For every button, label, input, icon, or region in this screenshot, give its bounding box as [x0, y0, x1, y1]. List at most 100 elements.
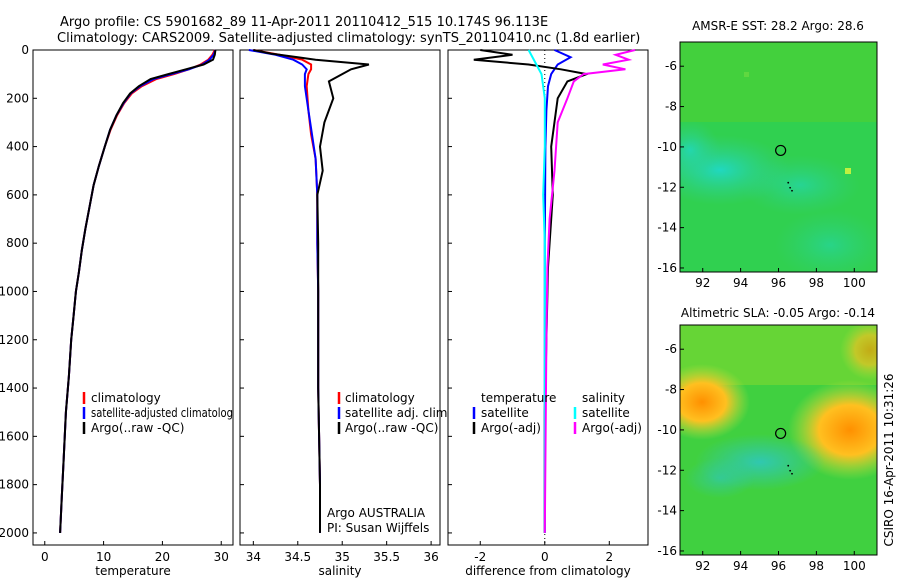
legend-label-argo: Argo(..raw -QC) [345, 421, 438, 435]
salinity-ticks: 34 34.5 35 35.5 36 [240, 49, 439, 564]
map-x-tick-label: 98 [809, 559, 824, 573]
map-x-tick-label: 100 [843, 559, 866, 573]
difference-series [473, 49, 636, 533]
y-tick-label: 200 [6, 91, 29, 105]
legend-label-climatology: climatology [345, 391, 415, 405]
map-x-tick-label: 92 [695, 559, 710, 573]
map-y-tick-label: -14 [657, 504, 677, 518]
map-y-tick-label: -6 [665, 59, 677, 73]
salinity-series [248, 49, 370, 533]
difference-xlabel: difference from climatology [465, 564, 631, 578]
temperature-axes-box [32, 49, 234, 546]
legend-label-temp-argo: Argo(-adj) [481, 421, 541, 435]
map-x-tick-label: 94 [733, 559, 748, 573]
map-y-tick-label: -12 [657, 180, 677, 194]
sst-map-image [680, 42, 877, 272]
temperature-series [59, 49, 217, 533]
x-tick-label: 35 [335, 550, 350, 564]
sst-map-title: AMSR-E SST: 28.2 Argo: 28.6 [692, 19, 864, 33]
y-tick-label: 1400 [0, 381, 29, 395]
sla-map-ticks: 92 94 96 98 100 -6 -8 -10 -12 -14 -16 [657, 342, 865, 573]
temperature-xlabel: temperature [95, 564, 170, 578]
float-track-point [789, 469, 792, 472]
float-track-point [787, 181, 790, 184]
map-x-tick-label: 94 [733, 276, 748, 290]
legend-label-satellite: satellite adj. clim. [345, 406, 451, 420]
sla-map-title: Altimetric SLA: -0.05 Argo: -0.14 [681, 306, 875, 320]
map-y-tick-label: -10 [657, 423, 677, 437]
y-tick-label: 1000 [0, 284, 29, 298]
sst-map-marks [775, 144, 793, 192]
sst-map-panel: AMSR-E SST: 28.2 Argo: 28.6 92 94 96 98 100 -… [657, 19, 878, 290]
annotation-argo-australia: Argo AUSTRALIA [327, 506, 426, 520]
legend-heading-temperature: temperature [481, 391, 556, 405]
sla-map-image [680, 325, 877, 555]
y-tick-label: 1600 [0, 429, 29, 443]
legend-label-sal-argo: Argo(-adj) [582, 421, 642, 435]
temperature-panel: 0 10 20 30 0 200 400 600 800 1000 1200 1400 1600 1800… [0, 43, 234, 578]
map-y-tick-label: -6 [665, 342, 677, 356]
x-tick-label: 36 [423, 550, 438, 564]
y-tick-label: 1200 [0, 333, 29, 347]
annotation-pi: PI: Susan Wijffels [327, 521, 429, 535]
float-track-point [789, 186, 792, 189]
map-y-tick-label: -14 [657, 221, 677, 235]
legend-label-satellite: satellite-adjusted climatolog [91, 406, 233, 420]
argo-position-marker [775, 427, 787, 440]
map-y-tick-label: -16 [657, 261, 677, 275]
map-y-tick-label: -8 [665, 100, 677, 114]
map-y-tick-label: -10 [657, 140, 677, 154]
x-tick-label: 0 [541, 550, 549, 564]
y-tick-label: 600 [6, 188, 29, 202]
difference-panel: -2 0 2 difference from climatology tempera… [447, 49, 649, 578]
map-y-tick-label: -16 [657, 544, 677, 558]
temperature-ticks: 0 10 20 30 0 200 400 600 800 1000 1200 1400 1600 1800… [0, 43, 229, 564]
float-track-point [791, 472, 793, 475]
salinity-panel: 34 34.5 35 35.5 36 salinity climatology sate… [239, 49, 451, 578]
legend-label-sal-satellite: satellite [582, 406, 630, 420]
series-line-salinity-argo-adj- [543, 49, 636, 533]
map-y-tick-label: -12 [657, 463, 677, 477]
sla-map-panel: Altimetric SLA: -0.05 Argo: -0.14 92 94 96… [657, 306, 878, 573]
y-tick-label: 2000 [0, 526, 29, 540]
legend-label-temp-satellite: satellite [481, 406, 529, 420]
header-line-1: Argo profile: CS 5901682_89 11-Apr-2011 … [60, 15, 548, 30]
y-tick-label: 800 [6, 236, 29, 250]
x-tick-label: 20 [155, 550, 170, 564]
x-tick-label: 10 [96, 550, 111, 564]
series-line-argo-raw-qc- [253, 49, 370, 533]
map-x-tick-label: 98 [809, 276, 824, 290]
x-tick-label: 34 [246, 550, 261, 564]
legend-label-argo: Argo(..raw -QC) [91, 421, 184, 435]
salinity-axes-box [239, 49, 441, 546]
series-line-argo-raw-qc- [59, 49, 217, 533]
x-tick-label: 35.5 [373, 550, 400, 564]
x-tick-label: 34.5 [284, 550, 311, 564]
float-track-point [787, 464, 790, 467]
x-tick-label: -2 [474, 550, 486, 564]
map-x-tick-label: 92 [695, 276, 710, 290]
difference-legend: temperature satellite Argo(-adj) salinit… [472, 391, 642, 435]
map-x-tick-label: 96 [771, 559, 786, 573]
legend-label-climatology: climatology [91, 391, 161, 405]
salinity-legend: climatology satellite adj. clim. Argo(..… [337, 391, 451, 435]
float-track-point [791, 189, 793, 192]
sst-map-ticks: 92 94 96 98 100 -6 -8 -10 -12 -14 -16 [657, 59, 865, 290]
legend-heading-salinity: salinity [582, 391, 625, 405]
y-tick-label: 400 [6, 140, 29, 154]
map-x-tick-label: 100 [843, 276, 866, 290]
difference-ticks: -2 0 2 [448, 49, 613, 564]
salinity-xlabel: salinity [318, 564, 361, 578]
y-tick-label: 1800 [0, 478, 29, 492]
argo-position-marker [775, 144, 787, 157]
y-tick-label: 0 [21, 43, 29, 57]
x-tick-label: 0 [41, 550, 49, 564]
header-line-2: Climatology: CARS2009. Satellite-adjuste… [57, 31, 640, 46]
x-tick-label: 30 [214, 550, 229, 564]
map-y-tick-label: -8 [665, 383, 677, 397]
temperature-legend: climatology satellite-adjusted climatolo… [82, 391, 233, 435]
sla-map-marks [775, 427, 793, 475]
side-timestamp-label: CSIRO 16-Apr-2011 10:31:26 [882, 373, 896, 546]
map-x-tick-label: 96 [771, 276, 786, 290]
